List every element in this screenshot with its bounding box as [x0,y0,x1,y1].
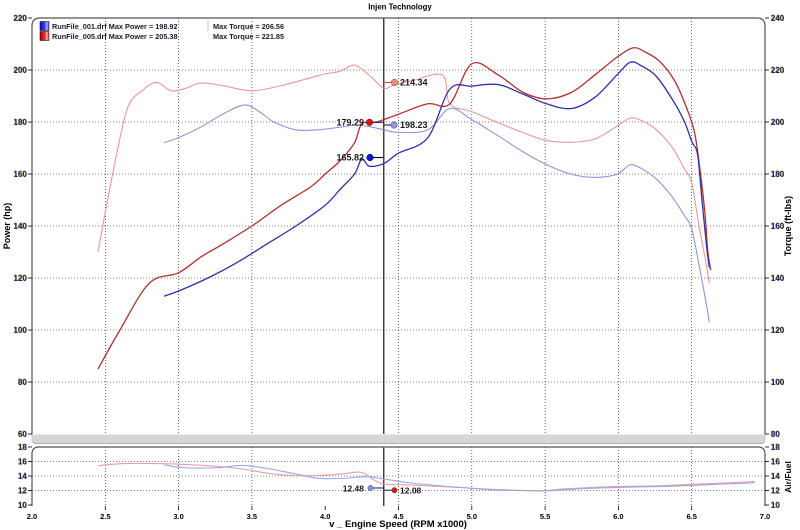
svg-text:2.0: 2.0 [27,512,37,521]
svg-text:200: 200 [14,66,28,75]
svg-text:140: 140 [771,274,785,283]
svg-text:Air/Fuel: Air/Fuel [783,461,793,493]
svg-text:10: 10 [18,501,27,510]
svg-text:12: 12 [18,487,27,496]
svg-text:16: 16 [771,458,780,467]
svg-text:12.08: 12.08 [400,486,422,496]
svg-text:140: 140 [14,222,28,231]
svg-text:Torque (ft-lbs): Torque (ft-lbs) [783,196,793,256]
svg-text:180: 180 [14,118,28,127]
svg-text:7.0: 7.0 [760,512,770,521]
svg-text:214.34: 214.34 [400,78,428,88]
svg-text:220: 220 [771,66,785,75]
svg-text:100: 100 [14,326,28,335]
svg-text:165.82: 165.82 [336,153,364,163]
svg-text:18: 18 [18,443,27,452]
svg-text:179.29: 179.29 [336,117,364,127]
svg-text:60: 60 [18,430,27,439]
svg-text:198.23: 198.23 [400,120,428,130]
svg-text:Injen Technology: Injen Technology [368,3,432,12]
svg-text:200: 200 [771,118,785,127]
svg-text:RunFile_005.drf Max Power = 20: RunFile_005.drf Max Power = 205.38 [52,32,178,41]
svg-text:v _ Engine Speed (RPM x1000): v _ Engine Speed (RPM x1000) [329,519,467,530]
svg-text:Power (hp): Power (hp) [2,203,12,250]
svg-text:14: 14 [18,472,27,481]
svg-text:12: 12 [771,487,780,496]
svg-text:80: 80 [18,378,27,387]
svg-text:3.0: 3.0 [173,512,183,521]
svg-text:180: 180 [771,170,785,179]
svg-text:120: 120 [14,274,28,283]
svg-text:Max Torque = 221.85: Max Torque = 221.85 [213,32,284,41]
svg-text:12.48: 12.48 [343,483,365,493]
svg-text:16: 16 [18,458,27,467]
svg-text:14: 14 [771,472,780,481]
svg-text:10: 10 [771,501,780,510]
svg-text:100: 100 [771,378,785,387]
svg-text:5.5: 5.5 [540,512,550,521]
svg-text:18: 18 [771,443,780,452]
svg-text:2.5: 2.5 [100,512,110,521]
svg-text:3.5: 3.5 [247,512,257,521]
svg-text:120: 120 [771,326,785,335]
svg-text:5.0: 5.0 [467,512,477,521]
svg-text:RunFile_001.drf Max Power = 19: RunFile_001.drf Max Power = 198.92 [52,22,178,31]
svg-text:240: 240 [771,14,785,23]
svg-text:80: 80 [771,430,780,439]
svg-text:220: 220 [14,14,28,23]
svg-text:6.0: 6.0 [613,512,623,521]
svg-text:Max Torque = 206.56: Max Torque = 206.56 [213,22,284,31]
svg-text:6.5: 6.5 [686,512,696,521]
svg-text:160: 160 [14,170,28,179]
